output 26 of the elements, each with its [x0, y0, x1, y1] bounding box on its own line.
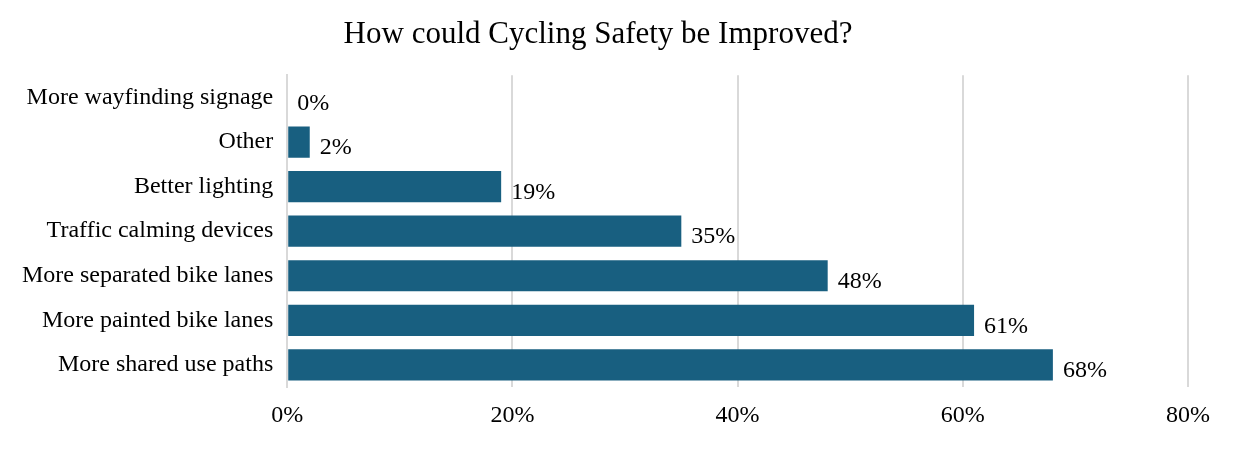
y-tick-label: More shared use paths — [57, 350, 274, 377]
bar — [288, 171, 502, 203]
x-tick-label: 80% — [1166, 400, 1210, 427]
y-tick-label: Traffic calming devices — [46, 216, 274, 243]
y-tick-label: More separated bike lanes — [21, 261, 274, 288]
x-tick-label: 20% — [490, 400, 535, 427]
data-label: 19% — [511, 177, 556, 204]
bar — [288, 349, 1053, 381]
y-tick-label: More wayfinding signage — [26, 82, 274, 109]
y-tick-label: Better lighting — [133, 171, 274, 198]
bar — [288, 260, 828, 292]
data-label: 61% — [984, 311, 1029, 338]
bar — [288, 304, 975, 336]
x-tick-label: 60% — [940, 400, 985, 427]
x-tick-label: 0% — [271, 400, 304, 427]
data-label: 68% — [1062, 356, 1107, 383]
x-tick-label: 40% — [715, 400, 760, 427]
y-tick-label: More painted bike lanes — [41, 305, 274, 332]
data-label: 0% — [297, 88, 330, 115]
chart-title: How could Cycling Safety be Improved? — [343, 14, 853, 50]
data-label: 35% — [691, 222, 736, 249]
bar — [288, 215, 682, 247]
data-label: 48% — [837, 267, 882, 294]
y-tick-label: Other — [218, 127, 274, 154]
bar — [288, 126, 310, 158]
data-label: 2% — [319, 133, 352, 160]
